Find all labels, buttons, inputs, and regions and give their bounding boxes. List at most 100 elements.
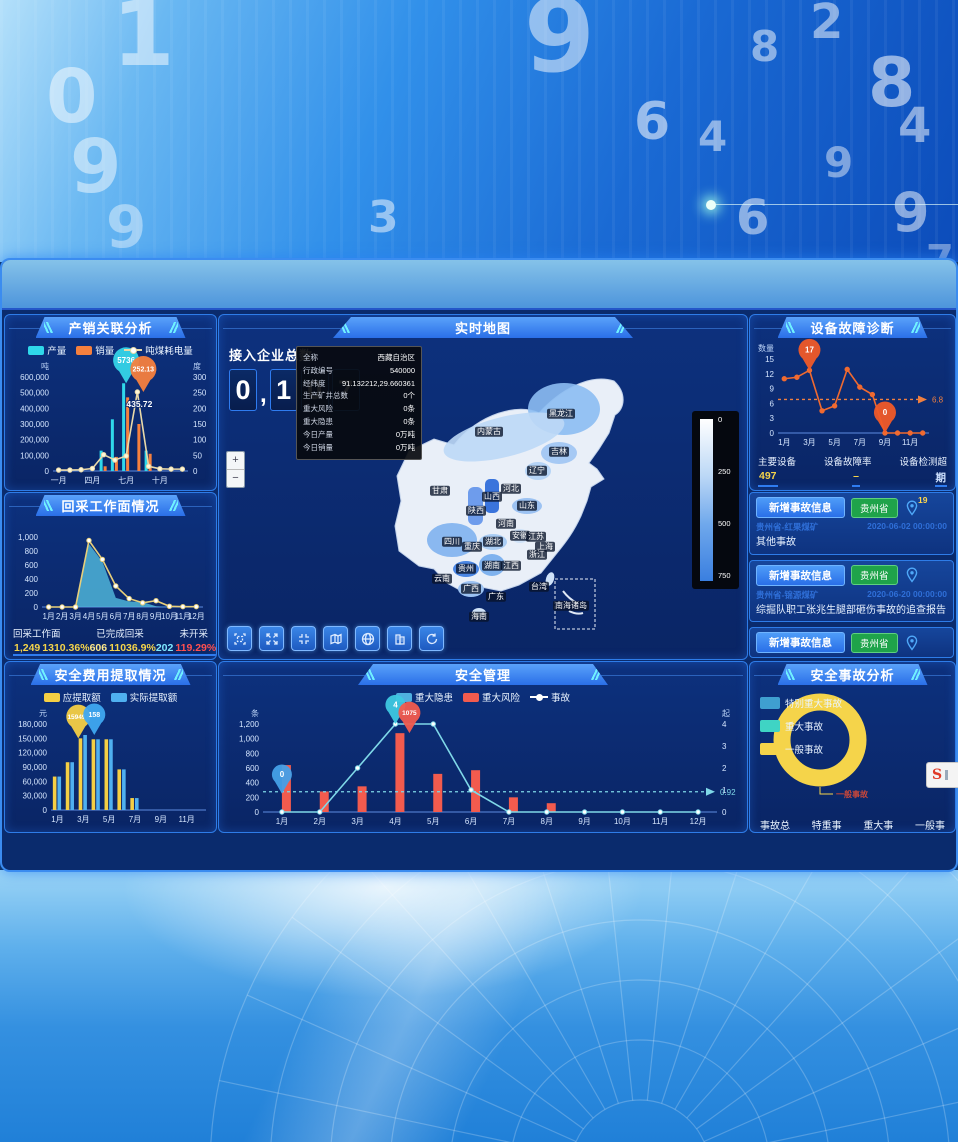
- panel-title: 安全费用提取情况: [54, 668, 167, 683]
- background-digit: 9: [824, 138, 854, 187]
- refresh-icon[interactable]: [419, 626, 444, 651]
- stat-label: 设备检测超: [899, 457, 947, 468]
- legend-item[interactable]: 事故: [530, 690, 570, 704]
- province-label[interactable]: 湖北: [483, 536, 503, 548]
- accident-card[interactable]: 新增事故信息 贵州省: [749, 627, 954, 658]
- marquee-select-icon[interactable]: [227, 626, 252, 651]
- province-label[interactable]: 内蒙古: [475, 426, 503, 438]
- legend-item[interactable]: 实际提取额: [110, 690, 177, 704]
- province-label[interactable]: 辽宁: [527, 465, 547, 477]
- province-label[interactable]: 贵州: [456, 563, 476, 575]
- province-badge[interactable]: 贵州省: [851, 565, 898, 585]
- province-label[interactable]: 湖南: [482, 560, 502, 572]
- svg-text:200: 200: [25, 589, 39, 598]
- accident-card-header-button[interactable]: 新增事故信息: [756, 497, 845, 518]
- legend-item[interactable]: 应提取额: [43, 690, 101, 704]
- location-pin-icon: [904, 635, 920, 651]
- svg-text:8月: 8月: [136, 612, 148, 621]
- panel-title: 设备故障诊断: [810, 321, 895, 336]
- legend-item[interactable]: 销量: [76, 343, 114, 357]
- legend-item[interactable]: 吨煤耗电量: [124, 343, 193, 357]
- wireframe-globe: [210, 870, 958, 1142]
- province-label[interactable]: 陕西: [466, 505, 486, 517]
- province-label[interactable]: 江苏: [526, 531, 546, 543]
- svg-text:元: 元: [39, 709, 47, 718]
- province-label[interactable]: 广东: [486, 591, 506, 603]
- province-label[interactable]: 台湾: [529, 581, 549, 593]
- svg-text:60,000: 60,000: [23, 777, 48, 786]
- stat-value: 1,249: [13, 642, 42, 656]
- svg-text:180,000: 180,000: [18, 720, 47, 729]
- accident-card[interactable]: 新增事故信息 贵州省 贵州省-锦源煤矿 2020-06-20 00:00:00 综掘队职…: [749, 559, 954, 622]
- svg-text:300,000: 300,000: [20, 420, 49, 429]
- province-label[interactable]: 上海: [535, 541, 555, 553]
- zoom-out-button[interactable]: −: [227, 469, 244, 487]
- province-label[interactable]: 江西: [501, 560, 521, 572]
- accident-card-header-button[interactable]: 新增事故信息: [756, 564, 845, 586]
- svg-text:四月: 四月: [84, 476, 100, 485]
- accident-card[interactable]: 新增事故信息 贵州省 19 贵州省-红果煤矿 2020-06-02 00:00:00 其他…: [749, 492, 954, 555]
- province-label[interactable]: 山西: [482, 491, 502, 503]
- svg-text:0: 0: [722, 808, 727, 817]
- svg-text:9月: 9月: [879, 438, 891, 447]
- zoom-in-button[interactable]: +: [227, 452, 244, 469]
- province-label[interactable]: 海南: [469, 611, 489, 623]
- dashboard: 产销关联分析 产量 销量 吨煤耗电量 0 100,000 200,000 300,000 4…: [0, 258, 958, 872]
- legend-item[interactable]: 一般事故: [760, 742, 842, 756]
- legend-item[interactable]: 产量: [28, 343, 66, 357]
- panel-equipment-fault: 设备故障诊断 0 3 6 9 12 15 数量 1月 3月 5月 7月 9月 11月 6.8 17 0 主要设…: [749, 314, 956, 491]
- accident-card-header-button[interactable]: 新增事故信息: [756, 632, 845, 653]
- province-label[interactable]: 甘肃: [430, 485, 450, 497]
- accident-donut-chart[interactable]: 一般事故: [750, 688, 900, 810]
- expand-icon[interactable]: [259, 626, 284, 651]
- beacon-line: [712, 204, 958, 205]
- legend-item[interactable]: 重大风险: [462, 690, 520, 704]
- production-sales-chart[interactable]: 0 100,000 200,000 300,000 400,000 500,000 600,…: [7, 347, 214, 487]
- province-label[interactable]: 云南: [432, 573, 452, 585]
- legend-item[interactable]: 重大隐患: [395, 690, 453, 704]
- province-label[interactable]: 四川: [442, 536, 462, 548]
- title-decor-icon: [341, 322, 351, 333]
- province-label[interactable]: 安徽: [510, 530, 530, 542]
- province-label[interactable]: 河南: [496, 518, 516, 530]
- svg-text:800: 800: [246, 749, 260, 758]
- svg-text:10月: 10月: [614, 817, 631, 826]
- equipment-fault-chart[interactable]: 0 3 6 9 12 15 数量 1月 3月 5月 7月 9月 11月 6.8 17 0: [752, 338, 953, 449]
- safety-fee-chart[interactable]: 0 30,000 60,000 90,000 120,000 150,000 180,000…: [7, 703, 214, 826]
- panel-title: 实时地图: [454, 321, 511, 336]
- svg-text:600,000: 600,000: [20, 373, 49, 382]
- china-map[interactable]: 黑龙江内蒙古吉林 辽宁甘肃 河北 山西山东 陕西 河南 安徽 江苏 上海 四川 重庆 湖北浙江湖南 江西…: [219, 341, 744, 631]
- svg-text:600: 600: [25, 561, 39, 570]
- safety-management-chart[interactable]: 0 200 400 600 800 1,000 1,200 条 0 1 2 3 4 起 1月 2月 3月 4月 5月…: [223, 694, 743, 828]
- tooltip-row: 生产矿井总数 0个: [303, 391, 415, 401]
- ime-icon[interactable]: S: [926, 762, 958, 788]
- province-label[interactable]: 南海诸岛: [553, 600, 589, 612]
- legend-item[interactable]: 特别重大事故: [760, 696, 842, 710]
- map-layers-icon[interactable]: [323, 626, 348, 651]
- legend-item[interactable]: 重大事故: [760, 719, 842, 733]
- province-label[interactable]: 黑龙江: [547, 408, 575, 420]
- province-label[interactable]: 广西: [461, 583, 481, 595]
- digital-rain-background: 1099396482846997: [0, 0, 958, 280]
- colorbar-tick: 500: [718, 519, 731, 528]
- stat-value: 11036.9%202: [108, 642, 175, 656]
- province-label[interactable]: 山东: [517, 500, 537, 512]
- collapse-icon[interactable]: [291, 626, 316, 651]
- province-label[interactable]: 浙江: [527, 549, 547, 561]
- panel-title: 安全管理: [454, 668, 511, 683]
- panel-title: 安全事故分析: [810, 668, 895, 683]
- province-badge[interactable]: 贵州省: [851, 632, 898, 653]
- svg-text:11月: 11月: [178, 815, 194, 824]
- building-icon[interactable]: [387, 626, 412, 651]
- svg-text:100,000: 100,000: [20, 451, 49, 460]
- svg-text:1,000: 1,000: [239, 735, 260, 744]
- province-badge[interactable]: 贵州省: [851, 497, 898, 518]
- province-label[interactable]: 河北: [501, 483, 521, 495]
- province-label[interactable]: 吉林: [549, 446, 569, 458]
- globe-icon[interactable]: [355, 626, 380, 651]
- province-label[interactable]: 重庆: [462, 541, 482, 553]
- colorbar-tick: 750: [718, 571, 731, 580]
- colorbar-gradient: [700, 419, 713, 581]
